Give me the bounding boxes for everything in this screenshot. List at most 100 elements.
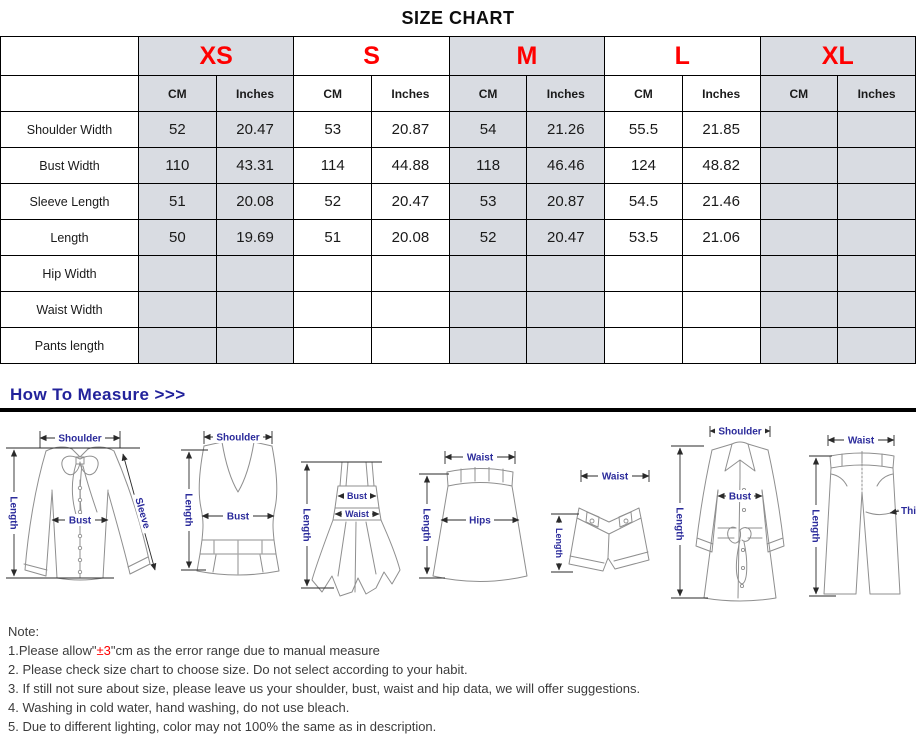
table-row-length: Length 50 19.69 51 20.08 52 20.47 53.5 2… xyxy=(0,219,916,256)
unit-header-inches: Inches xyxy=(526,75,606,112)
row-label: Sleeve Length xyxy=(0,183,139,220)
value-cell: 52 xyxy=(138,111,217,148)
measure-diagrams: Shoulder Length Bust Sleeve xyxy=(0,412,916,610)
note-1-prefix: 1.Please allow" xyxy=(8,643,97,658)
size-header-xl: XL xyxy=(759,36,916,76)
shorts-length-label: Length xyxy=(554,528,564,558)
value-cell xyxy=(448,291,528,328)
value-cell: 52 xyxy=(448,219,528,256)
value-cell xyxy=(604,291,683,328)
value-cell: 21.85 xyxy=(681,111,761,148)
value-cell xyxy=(293,291,373,328)
value-cell xyxy=(837,327,916,364)
value-cell: 19.69 xyxy=(215,219,295,256)
value-cell: 51 xyxy=(293,219,373,256)
value-cell: 20.47 xyxy=(526,219,606,256)
dress-outline xyxy=(311,461,401,597)
value-cell: 43.31 xyxy=(215,147,295,184)
row-label: Shoulder Width xyxy=(0,111,139,148)
blouse-diagram: Shoulder Length Bust Sleeve xyxy=(6,431,157,581)
value-cell xyxy=(759,147,839,184)
skirt-diagram: Waist Length Hips xyxy=(418,451,527,582)
table-row-pants-length: Pants length xyxy=(0,327,916,364)
skirt-hips-label: Hips xyxy=(469,516,491,527)
row-label: Pants length xyxy=(0,327,139,364)
value-cell: 20.47 xyxy=(215,111,295,148)
note-1-suffix: "cm as the error range due to manual mea… xyxy=(110,643,380,658)
value-cell xyxy=(526,255,606,292)
pants-thigh-label: Thigh xyxy=(901,506,916,517)
corner-cell xyxy=(0,36,139,76)
unit-header-cm: CM xyxy=(293,75,373,112)
row-label: Bust Width xyxy=(0,147,139,184)
tank-length-label: Length xyxy=(182,493,193,526)
value-cell xyxy=(138,255,217,292)
how-to-measure-heading: How To Measure >>> xyxy=(10,385,186,404)
notes-section: Note: 1.Please allow"±3"cm as the error … xyxy=(8,622,916,736)
value-cell xyxy=(215,327,295,364)
value-cell: 53 xyxy=(293,111,373,148)
value-cell: 20.08 xyxy=(371,219,450,256)
value-cell xyxy=(681,255,761,292)
value-cell: 46.46 xyxy=(526,147,606,184)
shorts-waist-label: Waist xyxy=(602,472,629,483)
row-label: Waist Width xyxy=(0,291,139,328)
value-cell: 20.87 xyxy=(371,111,450,148)
unit-header-inches: Inches xyxy=(681,75,761,112)
pants-waist-label: Waist xyxy=(848,436,875,447)
tolerance-value: ±3 xyxy=(96,643,111,658)
corner-cell xyxy=(0,75,139,112)
pants-diagram: Waist Length Thigh xyxy=(809,434,916,597)
value-cell xyxy=(759,183,839,220)
blouse-length-label: Length xyxy=(8,496,19,529)
tank-bust-label: Bust xyxy=(226,512,249,523)
value-cell xyxy=(293,255,373,292)
table-row-waist-width: Waist Width xyxy=(0,291,916,328)
value-cell xyxy=(371,255,450,292)
note-item-3: 3. If still not sure about size, please … xyxy=(8,681,641,696)
unit-header-cm: CM xyxy=(604,75,683,112)
size-header-s: S xyxy=(293,36,450,76)
size-header-row: XS S M L XL xyxy=(0,36,916,76)
unit-header-inches: Inches xyxy=(371,75,450,112)
value-cell xyxy=(215,291,295,328)
value-cell xyxy=(837,291,916,328)
value-cell xyxy=(215,255,295,292)
value-cell xyxy=(837,183,916,220)
notes-heading: Note: xyxy=(8,624,40,639)
coat-diagram: Shoulder Length Bust xyxy=(670,425,784,602)
size-table: XS S M L XL CM Inches CM Inches CM Inche… xyxy=(0,36,916,364)
value-cell: 50 xyxy=(138,219,217,256)
value-cell: 20.08 xyxy=(215,183,295,220)
dress-length-label: Length xyxy=(301,508,312,541)
value-cell xyxy=(837,147,916,184)
value-cell: 55.5 xyxy=(604,111,683,148)
value-cell xyxy=(759,219,839,256)
value-cell: 114 xyxy=(293,147,373,184)
value-cell xyxy=(604,255,683,292)
value-cell xyxy=(526,291,606,328)
value-cell: 110 xyxy=(138,147,217,184)
note-item-5: 5. Due to different lighting, color may … xyxy=(8,719,437,734)
coat-length-label: Length xyxy=(673,507,684,540)
value-cell xyxy=(837,219,916,256)
skirt-waist-label: Waist xyxy=(466,453,493,464)
value-cell: 51 xyxy=(138,183,217,220)
value-cell xyxy=(448,327,528,364)
page-title: SIZE CHART xyxy=(401,8,515,28)
size-header-l: L xyxy=(604,36,761,76)
note-item-1: 1.Please allow"±3"cm as the error range … xyxy=(8,641,916,660)
value-cell: 20.87 xyxy=(526,183,606,220)
dress-diagram: Length Bust Waist xyxy=(300,461,401,597)
value-cell xyxy=(759,291,839,328)
dress-bust-label: Bust xyxy=(347,491,367,501)
value-cell: 124 xyxy=(604,147,683,184)
tank-top-diagram: Shoulder Length Bust xyxy=(180,431,279,576)
divider-rule xyxy=(0,408,916,412)
blouse-bust-label: Bust xyxy=(69,516,92,527)
value-cell: 54 xyxy=(448,111,528,148)
size-header-xs: XS xyxy=(137,36,295,76)
skirt-length-label: Length xyxy=(420,508,431,541)
value-cell xyxy=(837,111,916,148)
